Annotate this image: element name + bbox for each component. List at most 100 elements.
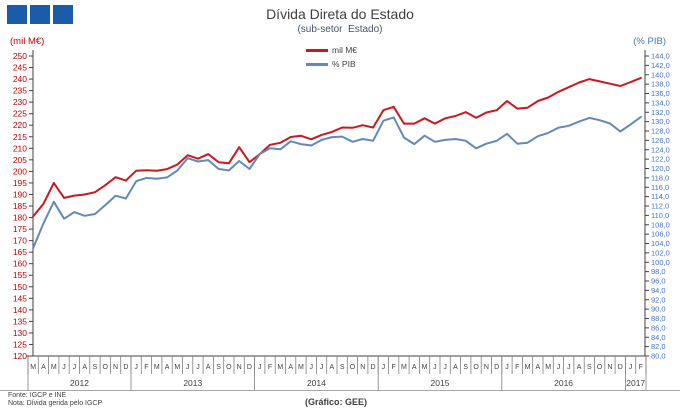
month-label: J bbox=[557, 364, 561, 371]
right-axis-tick-label: 130,0 bbox=[651, 117, 670, 126]
month-label: J bbox=[433, 364, 437, 371]
month-label: F bbox=[144, 364, 148, 371]
month-label: N bbox=[360, 364, 365, 371]
left-axis-tick-label: 215 bbox=[13, 132, 27, 142]
legend-item-mil-me: mil M€ bbox=[306, 45, 357, 55]
chart-subtitle: (sub-setor Estado) bbox=[297, 24, 383, 35]
month-label: F bbox=[639, 364, 643, 371]
right-axis-tick-label: 120,0 bbox=[651, 164, 670, 173]
logo-square bbox=[7, 5, 27, 24]
month-label: S bbox=[340, 364, 345, 371]
logo bbox=[7, 5, 73, 24]
month-label: O bbox=[226, 364, 232, 371]
left-axis-tick-label: 235 bbox=[13, 86, 27, 96]
month-label: O bbox=[473, 364, 479, 371]
month-label: J bbox=[62, 364, 66, 371]
left-axis-tick-label: 140 bbox=[13, 305, 27, 315]
logo-square bbox=[53, 5, 73, 24]
footer-nota: Nota: Dívida gerida pelo IGCP bbox=[8, 400, 103, 407]
month-label: J bbox=[73, 364, 77, 371]
series-line-mil-me bbox=[32, 76, 642, 218]
left-axis-tick-label: 205 bbox=[13, 155, 27, 165]
left-axis-tick-label: 185 bbox=[13, 201, 27, 211]
month-label: M bbox=[401, 364, 407, 371]
right-axis-tick-label: 102,0 bbox=[651, 248, 670, 257]
right-axis-tick-label: 144,0 bbox=[651, 52, 670, 61]
right-axis-tick-label: 92,0 bbox=[651, 295, 666, 304]
month-label: S bbox=[463, 364, 468, 371]
month-label: D bbox=[247, 364, 252, 371]
right-axis-tick-label: 108,0 bbox=[651, 220, 670, 229]
right-axis-tick-label: 124,0 bbox=[651, 145, 670, 154]
left-axis-tick-label: 135 bbox=[13, 316, 27, 326]
right-axis-tick-label: 134,0 bbox=[651, 98, 670, 107]
right-axis-tick-label: 90,0 bbox=[651, 305, 666, 314]
left-axis-tick-label: 170 bbox=[13, 236, 27, 246]
month-label: J bbox=[196, 364, 200, 371]
month-label: A bbox=[41, 364, 46, 371]
month-label: M bbox=[154, 364, 160, 371]
left-axis-tick-label: 125 bbox=[13, 339, 27, 349]
right-axis-tick-label: 122,0 bbox=[651, 155, 670, 164]
right-axis-tick-label: 110,0 bbox=[651, 211, 669, 220]
month-label: D bbox=[371, 364, 376, 371]
left-axis-tick-label: 175 bbox=[13, 224, 27, 234]
left-axis-tick-label: 220 bbox=[13, 120, 27, 130]
year-label: 2016 bbox=[554, 378, 573, 388]
month-label: D bbox=[618, 364, 623, 371]
left-axis-tick-label: 130 bbox=[13, 328, 27, 338]
month-label: F bbox=[392, 364, 396, 371]
left-axis-tick-label: 145 bbox=[13, 293, 27, 303]
right-axis-tick-label: 138,0 bbox=[651, 80, 670, 89]
year-label: 2017 bbox=[626, 378, 645, 388]
right-axis-tick-label: 88,0 bbox=[651, 314, 666, 323]
left-axis-tick-label: 240 bbox=[13, 74, 27, 84]
month-label: O bbox=[103, 364, 109, 371]
right-axis-unit-label: (% PIB) bbox=[633, 36, 666, 47]
month-label: A bbox=[412, 364, 417, 371]
footer-fonte: Fonte: IGCP e INE bbox=[8, 392, 67, 399]
right-axis-tick-label: 118,0 bbox=[651, 173, 669, 182]
month-label: A bbox=[536, 364, 541, 371]
left-axis-tick-label: 250 bbox=[13, 51, 27, 61]
month-label: M bbox=[422, 364, 428, 371]
left-axis-tick-label: 195 bbox=[13, 178, 27, 188]
month-label: J bbox=[134, 364, 138, 371]
right-axis-tick-label: 82,0 bbox=[651, 342, 666, 351]
month-label: J bbox=[505, 364, 509, 371]
month-label: A bbox=[577, 364, 582, 371]
month-label: D bbox=[494, 364, 499, 371]
left-axis-tick-label: 180 bbox=[13, 213, 27, 223]
month-label: J bbox=[186, 364, 190, 371]
year-label: 2013 bbox=[183, 378, 202, 388]
right-axis-tick-label: 132,0 bbox=[651, 108, 670, 117]
right-axis-tick-label: 128,0 bbox=[651, 127, 670, 136]
month-label: A bbox=[165, 364, 170, 371]
month-label: S bbox=[587, 364, 592, 371]
month-label: O bbox=[350, 364, 356, 371]
right-axis-tick-label: 140,0 bbox=[651, 70, 670, 79]
left-axis-tick-label: 230 bbox=[13, 97, 27, 107]
month-label: J bbox=[320, 364, 324, 371]
legend-item-pct-pib: % PIB bbox=[306, 59, 357, 69]
month-label: M bbox=[545, 364, 551, 371]
right-axis-tick-label: 98,0 bbox=[651, 267, 666, 276]
month-label: J bbox=[567, 364, 571, 371]
left-axis-tick-label: 160 bbox=[13, 259, 27, 269]
legend-label: mil M€ bbox=[332, 45, 358, 55]
series-line-pct-pib bbox=[32, 115, 642, 250]
month-label: M bbox=[298, 364, 304, 371]
month-label: N bbox=[237, 364, 242, 371]
logo-square bbox=[30, 5, 50, 24]
right-axis-tick-label: 114,0 bbox=[651, 192, 669, 201]
month-label: J bbox=[258, 364, 262, 371]
right-axis-tick-label: 112,0 bbox=[651, 202, 669, 211]
month-label: M bbox=[525, 364, 531, 371]
left-axis-tick-label: 150 bbox=[13, 282, 27, 292]
year-label: 2014 bbox=[307, 378, 326, 388]
month-label: M bbox=[174, 364, 180, 371]
right-axis-tick-label: 142,0 bbox=[651, 61, 670, 70]
month-label: F bbox=[268, 364, 272, 371]
chart-title: Dívida Direta do Estado bbox=[266, 6, 414, 22]
